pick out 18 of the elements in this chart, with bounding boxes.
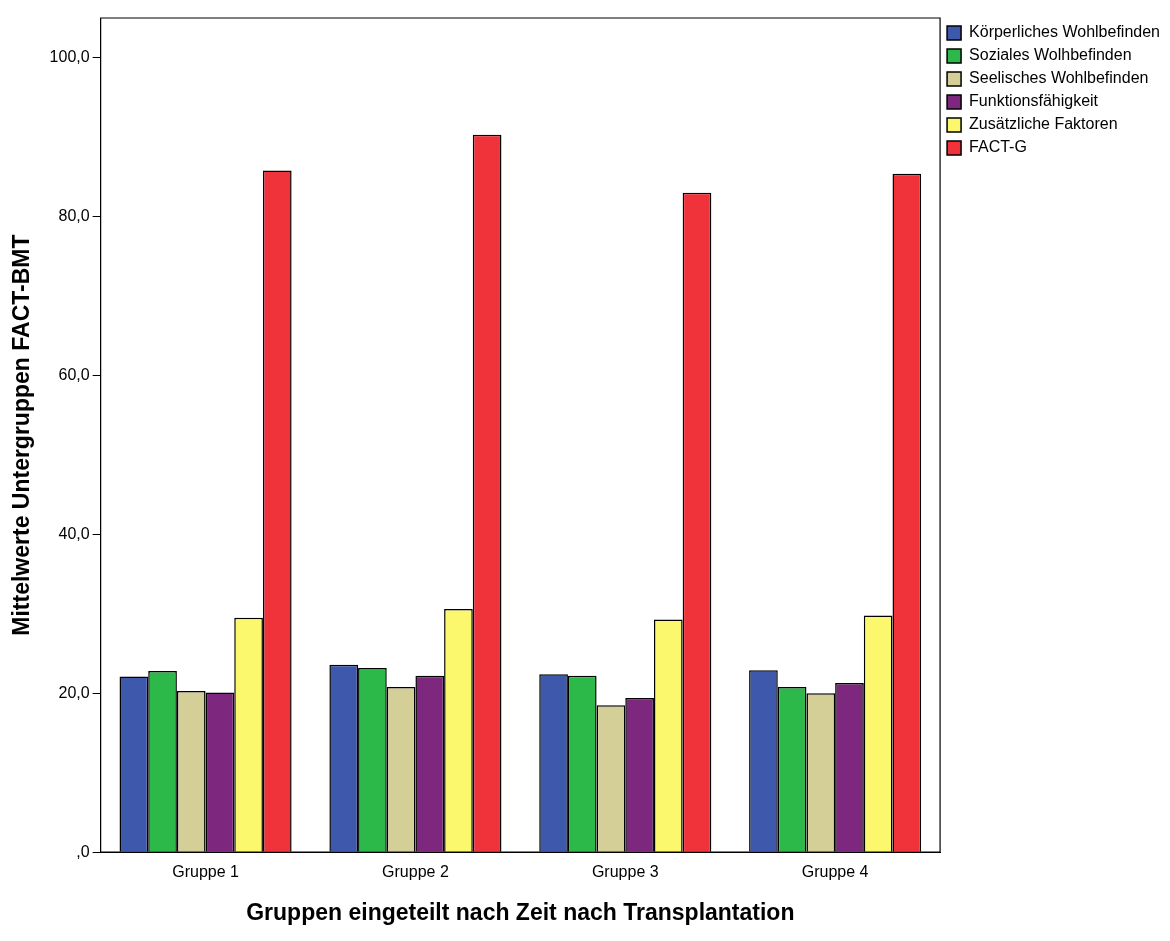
y-tick-label: 80,0 [58, 207, 90, 225]
y-tick-label: 100,0 [49, 48, 90, 66]
y-tick-label: 20,0 [58, 683, 90, 701]
x-tick-label: Gruppe 4 [801, 863, 869, 881]
x-axis-title: Gruppen eingeteilt nach Zeit nach Transplantation [246, 898, 795, 925]
x-tick-label: Gruppe 1 [172, 863, 240, 881]
y-tick-label: 40,0 [58, 524, 90, 542]
x-tick-label: Gruppe 2 [382, 863, 449, 881]
y-tick-label: ,0 [76, 842, 90, 860]
legend-label: Soziales Wolhbefinden [969, 46, 1132, 64]
y-axis-title: Mittelwerte Untergruppen FACT-BMT [8, 234, 35, 636]
legend-label: FACT-G [969, 138, 1027, 156]
x-tick-label: Gruppe 3 [591, 863, 659, 881]
legend-label: Zusätzliche Faktoren [969, 115, 1118, 133]
y-tick-label: 60,0 [58, 365, 90, 383]
legend-label: Seelisches Wohlbefinden [969, 69, 1149, 87]
legend-label: Funktionsfähigkeit [969, 92, 1099, 110]
legend-label: Körperliches Wohlbefinden [969, 23, 1161, 41]
